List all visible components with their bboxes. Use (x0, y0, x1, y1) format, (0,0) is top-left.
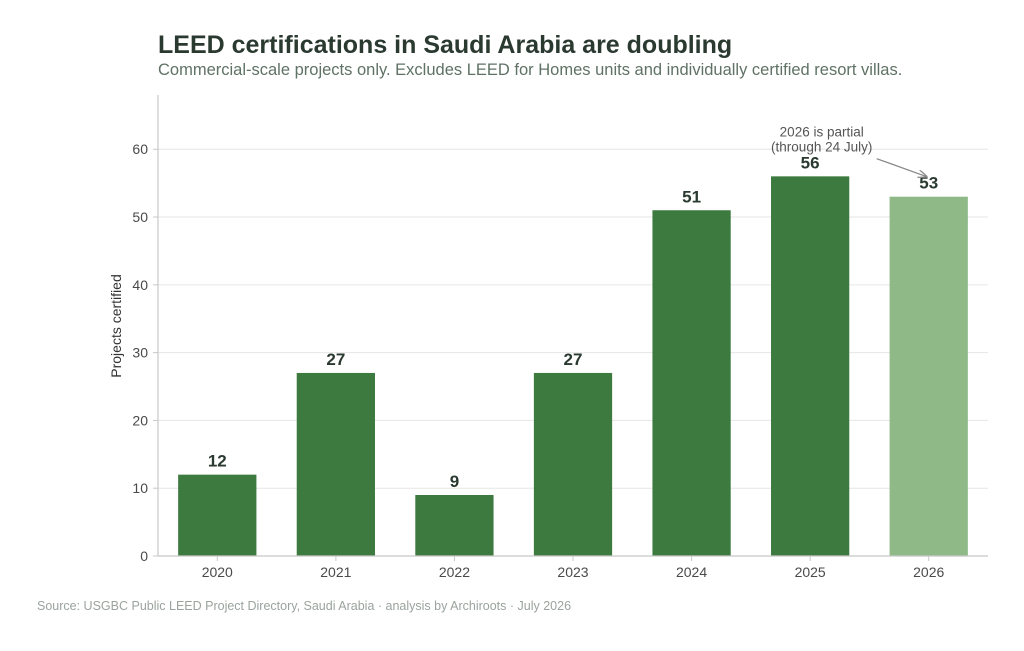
bar-2020 (178, 474, 257, 556)
annotation-line: 2026 is partial (780, 125, 864, 140)
chart-title: LEED certifications in Saudi Arabia are … (158, 31, 733, 59)
axes: 0 10 20 30 40 50 60 2020 2021 2022 2023 2024 2025 202… (132, 95, 988, 580)
y-tick-label: 40 (132, 277, 148, 293)
source-note: Source: USGBC Public LEED Project Direct… (37, 599, 572, 613)
annotation-arrow (876, 158, 927, 177)
bars (178, 176, 968, 557)
y-axis-label: Projects certified (108, 274, 124, 377)
chart-subtitle: Commercial-scale projects only. Excludes… (158, 61, 903, 79)
y-tick-label: 30 (132, 345, 148, 361)
y-tick-label: 50 (132, 209, 148, 225)
bar-2026 (889, 196, 968, 557)
data-label-2024: 51 (682, 187, 701, 206)
partial-year-annotation: 2026 is partial (through 24 July) (771, 125, 927, 177)
x-tick-label: 2021 (320, 564, 351, 580)
y-tick-label: 20 (132, 412, 148, 428)
data-label-2021: 27 (326, 350, 345, 369)
bar-2022 (415, 494, 494, 556)
data-label-2020: 12 (208, 452, 227, 471)
x-tick-label: 2025 (795, 564, 826, 580)
x-tick-label: 2026 (913, 564, 944, 580)
x-tick-label: 2024 (676, 564, 707, 580)
data-label-2022: 9 (450, 472, 459, 491)
y-tick-label: 10 (132, 480, 148, 496)
data-label-2023: 27 (564, 350, 583, 369)
data-label-2026: 53 (919, 174, 938, 193)
bar-2024 (652, 210, 731, 556)
data-labels: 12 27 9 27 51 56 53 (208, 153, 938, 491)
annotation-line: (through 24 July) (771, 140, 872, 155)
bar-2025 (771, 176, 850, 556)
annotation-text: 2026 is partial (through 24 July) (771, 125, 872, 155)
x-tick-label: 2022 (439, 564, 470, 580)
data-label-2025: 56 (801, 153, 820, 172)
x-tick-label: 2020 (202, 564, 233, 580)
bar-2023 (533, 372, 613, 556)
y-tick-label: 0 (140, 548, 148, 564)
bar-2021 (296, 372, 375, 556)
x-tick-label: 2023 (557, 564, 588, 580)
y-tick-label: 60 (132, 141, 148, 157)
